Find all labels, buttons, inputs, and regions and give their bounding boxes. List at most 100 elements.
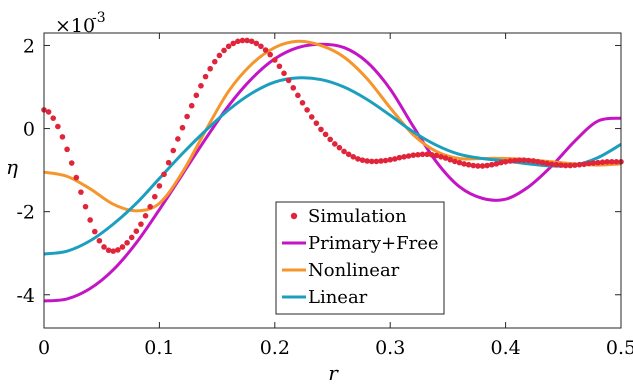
x-tick-label: 0.4: [490, 337, 520, 359]
simulation-point: [345, 151, 352, 158]
simulation-point: [198, 82, 204, 89]
simulation-point: [138, 221, 144, 227]
simulation-point: [475, 163, 481, 169]
simulation-point: [327, 136, 333, 143]
simulation-point: [78, 189, 84, 195]
simulation-point: [267, 51, 273, 58]
simulation-point: [512, 157, 518, 164]
simulation-point: [336, 144, 343, 151]
simulation-point: [355, 156, 361, 162]
simulation-point: [595, 159, 601, 166]
legend-item-linear: Linear: [282, 287, 368, 308]
simulation-point: [281, 70, 287, 77]
y-axis-label: η: [6, 155, 18, 179]
simulation-point: [525, 157, 532, 164]
simulation-point: [290, 85, 297, 91]
legend: Simulation Primary+Free Nonlinear Linear: [275, 201, 445, 315]
simulation-point: [608, 159, 615, 165]
simulation-point: [405, 153, 412, 159]
simulation-point: [465, 161, 472, 168]
simulation-point: [590, 160, 597, 166]
simulation-point: [119, 244, 126, 250]
legend-box: [275, 201, 445, 315]
simulation-point: [419, 151, 426, 158]
y-tick-label: -2: [16, 202, 35, 224]
simulation-point: [45, 109, 52, 115]
simulation-point: [170, 147, 177, 154]
simulation-point: [359, 157, 366, 163]
simulation-point: [225, 43, 232, 50]
simulation-point: [599, 159, 606, 166]
simulation-point: [179, 124, 186, 131]
legend-marker: [290, 212, 298, 220]
legend-label: Primary+Free: [308, 233, 439, 254]
simulation-point: [553, 161, 560, 168]
simulation-point: [502, 159, 509, 165]
simulation-point: [128, 234, 135, 241]
linear-line: [43, 76, 622, 256]
simulation-point: [101, 244, 107, 250]
simulation-point: [188, 102, 195, 109]
x-tick-label: 0.2: [260, 337, 290, 359]
simulation-point: [493, 161, 500, 167]
simulation-point: [68, 160, 75, 166]
simulation-point: [184, 113, 190, 120]
simulation-point: [322, 131, 329, 138]
simulation-point: [585, 160, 592, 167]
simulation-point: [530, 158, 537, 164]
simulation-point: [470, 162, 477, 169]
simulation-point: [364, 158, 370, 164]
simulation-point: [438, 154, 444, 160]
simulation-point: [572, 162, 578, 168]
simulation-point: [105, 247, 112, 254]
x-tick-label: 0.3: [375, 337, 405, 359]
simulation-point: [115, 247, 121, 253]
simulation-point: [447, 156, 454, 163]
simulation-point: [581, 161, 587, 168]
simulation-point: [368, 158, 375, 165]
simulation-point: [433, 152, 440, 159]
simulation-point: [55, 123, 61, 130]
simulation-point: [295, 92, 301, 99]
simulation-point: [262, 47, 269, 53]
simulation-point: [272, 57, 278, 63]
simulation-point: [175, 136, 181, 142]
simulation-point: [341, 148, 347, 155]
simulation-point: [87, 217, 93, 223]
simulation-point: [498, 159, 504, 166]
series-simulation: [41, 37, 624, 254]
primary-free-line: [43, 42, 622, 303]
simulation-point: [415, 151, 421, 158]
series-layer: [41, 37, 624, 303]
simulation-point: [479, 163, 486, 169]
simulation-point: [396, 154, 403, 161]
simulation-point: [73, 174, 80, 181]
simulation-point: [156, 183, 163, 189]
legend-item-primary-free: Primary+Free: [282, 233, 439, 254]
simulation-point: [133, 228, 140, 234]
simulation-point: [235, 38, 241, 45]
simulation-point: [456, 159, 463, 166]
x-tick-label: 0.1: [144, 337, 174, 359]
simulation-point: [424, 151, 430, 158]
simulation-point: [304, 107, 310, 113]
simulation-point: [202, 73, 209, 80]
simulation-point: [253, 40, 260, 47]
simulation-point: [230, 40, 237, 47]
simulation-point: [207, 65, 213, 72]
legend-label: Nonlinear: [308, 260, 400, 281]
simulation-point: [50, 115, 57, 121]
simulation-point: [258, 43, 264, 50]
simulation-point: [239, 37, 246, 44]
simulation-point: [461, 161, 467, 167]
simulation-point: [484, 162, 490, 169]
y-tick-label: -4: [16, 285, 35, 307]
simulation-point: [308, 114, 315, 120]
simulation-point: [387, 156, 394, 163]
simulation-point: [110, 248, 117, 254]
y-multiplier-exponent: -3: [92, 10, 106, 26]
simulation-point: [521, 157, 527, 163]
simulation-point: [147, 203, 153, 210]
simulation-point: [318, 126, 324, 133]
